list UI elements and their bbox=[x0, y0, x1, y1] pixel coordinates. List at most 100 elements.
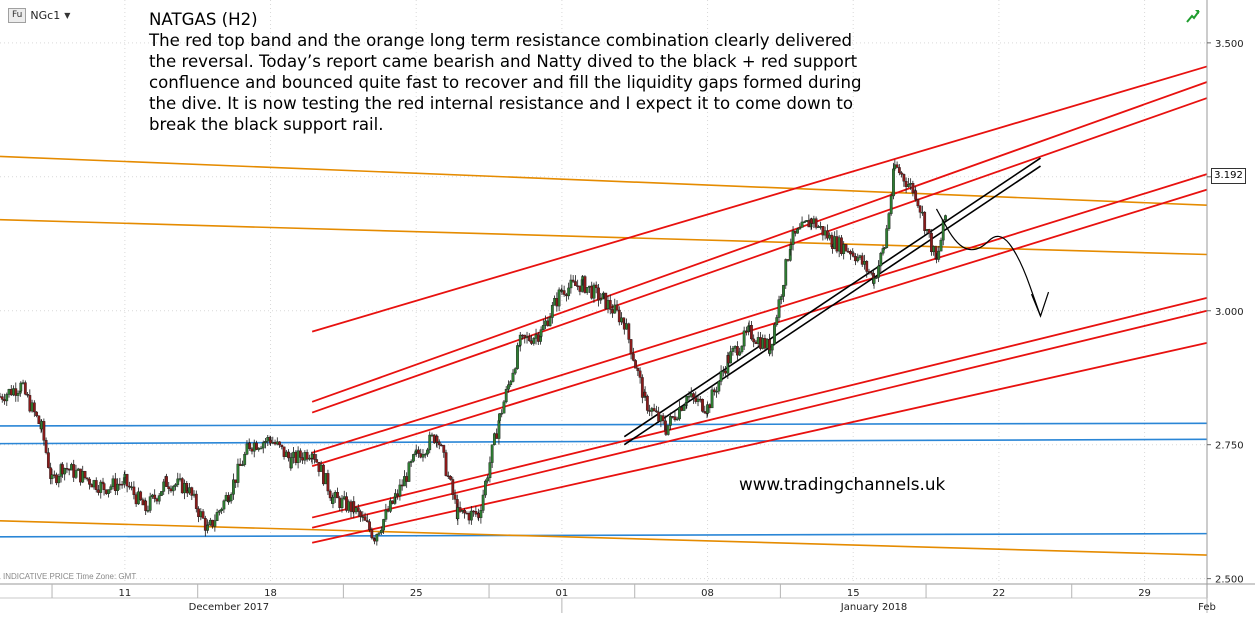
x-tick-label: 22 bbox=[993, 588, 1006, 599]
candle-body bbox=[396, 493, 400, 497]
candle-body bbox=[23, 382, 27, 395]
candle-body bbox=[307, 457, 311, 460]
candle-body bbox=[359, 511, 362, 517]
candle-body bbox=[775, 317, 779, 325]
candle-body bbox=[113, 478, 117, 491]
candle-body bbox=[255, 442, 258, 450]
headline-line: the reversal. Today’s report came bearis… bbox=[149, 52, 858, 71]
candle-body bbox=[391, 500, 395, 504]
candle-body bbox=[271, 442, 275, 444]
candle-body bbox=[125, 474, 129, 487]
candle-body bbox=[275, 441, 279, 445]
candle-body bbox=[57, 476, 61, 484]
candle-body bbox=[44, 440, 48, 453]
last-price-tag: 3.192 bbox=[1211, 168, 1246, 184]
candle-body bbox=[721, 370, 725, 373]
candle-body bbox=[807, 220, 811, 228]
candle-body bbox=[167, 486, 171, 489]
candle-body bbox=[313, 453, 316, 460]
candle-body bbox=[477, 513, 481, 518]
candle-body bbox=[361, 516, 365, 518]
candle-body bbox=[382, 519, 386, 531]
candle-body bbox=[796, 228, 799, 234]
candle-body bbox=[328, 490, 332, 499]
candle-body bbox=[352, 501, 356, 513]
candle-body bbox=[278, 441, 281, 446]
candle-body bbox=[183, 483, 186, 494]
candle-body bbox=[498, 413, 501, 421]
candle-body bbox=[257, 447, 261, 450]
candle-body bbox=[692, 393, 695, 398]
candle-body bbox=[414, 449, 418, 452]
candle-body bbox=[222, 500, 226, 510]
candle-body bbox=[340, 498, 344, 508]
candle-body bbox=[553, 298, 556, 306]
y-tick-label: 2.750 bbox=[1215, 441, 1244, 452]
candle-body bbox=[236, 463, 240, 483]
symbol-label: NGc1 bbox=[30, 8, 61, 22]
candle-body bbox=[812, 218, 816, 224]
candle-body bbox=[689, 393, 693, 397]
candle-body bbox=[250, 448, 254, 452]
candle-body bbox=[215, 512, 219, 521]
red-channel-line bbox=[311, 297, 1208, 519]
candle-body bbox=[319, 464, 323, 472]
candle-body bbox=[338, 497, 342, 508]
x-tick-label: 15 bbox=[847, 588, 860, 599]
candle-body bbox=[264, 441, 267, 443]
candle-body bbox=[791, 230, 795, 245]
candle-body bbox=[777, 299, 781, 318]
candle-body bbox=[185, 490, 189, 494]
candle-body bbox=[336, 492, 339, 499]
candle-body bbox=[305, 452, 309, 460]
projection-arrow-head bbox=[1030, 291, 1050, 318]
candle-body bbox=[916, 199, 920, 207]
candle-body bbox=[405, 476, 409, 482]
candle-body bbox=[733, 346, 737, 349]
candle-body bbox=[245, 443, 249, 455]
candle-body bbox=[666, 425, 670, 435]
candle-body bbox=[583, 276, 587, 293]
candle-body bbox=[678, 407, 681, 420]
symbol-selector[interactable]: Fu NGc1 ▼ bbox=[8, 6, 70, 24]
y-tick-label: 3.500 bbox=[1215, 39, 1244, 50]
candle-body bbox=[229, 494, 233, 502]
candle-body bbox=[282, 446, 286, 457]
x-ticks-layer: 11 18 25 01 08 15 22 29 December 2017 January 201… bbox=[51, 584, 1216, 613]
candle-body bbox=[3, 399, 6, 402]
candle-body bbox=[365, 520, 369, 522]
candle-body bbox=[611, 309, 614, 314]
candle-body bbox=[703, 411, 707, 414]
candle-body bbox=[497, 420, 501, 439]
candle-body bbox=[97, 489, 100, 493]
chevron-down-icon[interactable]: ▼ bbox=[64, 10, 71, 20]
candle-body bbox=[243, 454, 247, 465]
candle-body bbox=[377, 532, 381, 535]
candle-body bbox=[199, 511, 203, 518]
candle-body bbox=[474, 511, 478, 515]
x-tick-label: 11 bbox=[118, 588, 131, 599]
candle-body bbox=[588, 285, 591, 288]
candle-body bbox=[127, 485, 131, 488]
candle-body bbox=[887, 213, 891, 229]
candle-body bbox=[569, 279, 573, 289]
candle-body bbox=[266, 437, 270, 442]
candle-body bbox=[403, 476, 406, 487]
candle-body bbox=[622, 322, 626, 330]
candle-body bbox=[892, 168, 895, 197]
candle-body bbox=[789, 244, 793, 250]
candle-body bbox=[874, 277, 878, 279]
candle-body bbox=[442, 445, 446, 453]
candle-body bbox=[516, 345, 519, 369]
candle-body bbox=[118, 483, 122, 486]
candle-body bbox=[148, 496, 152, 511]
green-trend-arrow-icon[interactable] bbox=[1186, 9, 1200, 23]
candle-body bbox=[171, 486, 175, 492]
candle-body bbox=[925, 229, 929, 231]
candle-body bbox=[398, 484, 402, 497]
candle-body bbox=[578, 285, 582, 292]
candle-body bbox=[354, 507, 358, 513]
